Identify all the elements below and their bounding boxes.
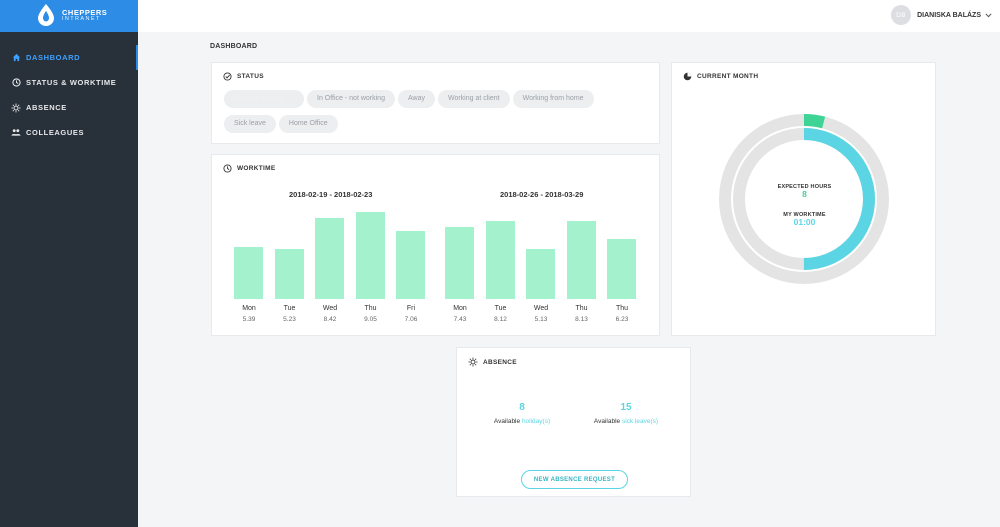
- worktime-bar: [607, 238, 636, 299]
- worktime-card: WORKTIME 2018-02-19 - 2018-02-23 2018-02…: [211, 154, 660, 336]
- worktime-bar: [355, 211, 385, 299]
- top-bar: DB DIANISKA BALÁZS: [138, 0, 1000, 32]
- sidebar: CHEPPERS INTRANET DASHBOARD STATUS & WOR…: [0, 0, 138, 527]
- status-option-home-office[interactable]: Home Office: [278, 115, 338, 133]
- current-month-title: CURRENT MONTH: [697, 73, 759, 80]
- home-icon: [11, 53, 21, 63]
- holiday-link[interactable]: holiday(s): [521, 418, 551, 425]
- expected-hours-label: EXPECTED HOURS: [777, 184, 832, 190]
- check-circle-icon: [223, 72, 232, 81]
- status-option-in-office-not-working[interactable]: In Office - not working: [307, 90, 395, 108]
- clock-icon: [223, 164, 232, 173]
- sick-leave-label: Available sick leave(s): [593, 418, 659, 425]
- chevron-down-icon[interactable]: [985, 12, 992, 18]
- sick-leave-link[interactable]: sick leave(s): [621, 418, 659, 425]
- sidebar-nav: DASHBOARD STATUS & WORKTIME ABSENCE COLL…: [0, 45, 138, 145]
- status-option-working-at-client[interactable]: Working at client: [437, 90, 510, 108]
- worktime-bar: [315, 217, 344, 299]
- bar-day-label: Tue: [283, 305, 296, 312]
- bar-hours-label: 8.12: [494, 316, 507, 323]
- my-worktime-label: MY WORKTIME: [783, 212, 826, 218]
- user-name[interactable]: DIANISKA BALÁZS: [917, 11, 981, 19]
- clock-icon: [11, 78, 21, 88]
- status-title: STATUS: [237, 73, 264, 80]
- sun-icon: [11, 103, 21, 113]
- bar-hours-label: 7.06: [404, 316, 418, 323]
- bar-hours-label: 5.13: [534, 316, 548, 323]
- sidebar-item-label: DASHBOARD: [26, 53, 81, 62]
- bar-hours-label: 5.23: [283, 316, 296, 323]
- bar-day-label: Tue: [494, 305, 507, 312]
- status-option-sick-leave[interactable]: Sick leave: [224, 115, 276, 133]
- status-options: Remote working In Office - not working Awa…: [224, 90, 644, 140]
- worktime-bar: [526, 249, 555, 299]
- worktime-title: WORKTIME: [237, 165, 276, 172]
- brand-sub: INTRANET: [62, 16, 101, 23]
- sidebar-item-dashboard[interactable]: DASHBOARD: [0, 45, 138, 70]
- sidebar-item-label: ABSENCE: [26, 103, 67, 112]
- sidebar-item-label: COLLEAGUES: [26, 128, 85, 137]
- worktime-bar: [485, 220, 515, 299]
- holiday-count: 8: [519, 402, 525, 413]
- bar-hours-label: 9.05: [364, 316, 377, 323]
- brand-logo[interactable]: CHEPPERS INTRANET: [0, 0, 138, 32]
- bar-day-label: Wed: [322, 305, 338, 312]
- sidebar-item-status-worktime[interactable]: STATUS & WORKTIME: [0, 70, 138, 95]
- sun-icon: [468, 357, 478, 367]
- bar-day-label: Thu: [615, 305, 629, 312]
- brand-name: CHEPPERS: [62, 8, 108, 18]
- status-option-remote-working[interactable]: Remote working: [224, 90, 304, 108]
- bar-day-label: Thu: [575, 305, 588, 312]
- bar-hours-label: 7.43: [453, 316, 467, 323]
- bar-hours-label: 8.42: [323, 316, 337, 323]
- outer-ring-progress: [719, 114, 889, 284]
- new-absence-request-button[interactable]: NEW ABSENCE REQUEST: [521, 470, 628, 489]
- absence-title: ABSENCE: [483, 358, 517, 366]
- bar-day-label: Thu: [364, 305, 377, 312]
- page-title: DASHBOARD: [210, 43, 258, 50]
- worktime-bar: [445, 227, 474, 299]
- holiday-label: Available holiday(s): [493, 418, 551, 425]
- week-range-label: 2018-02-26 - 2018-03-29: [500, 190, 584, 199]
- inner-ring-progress: [733, 128, 875, 270]
- bar-hours-label: 8.13: [575, 316, 588, 323]
- current-month-card: CURRENT MONTH EXPECTED HOURS 8 MY WORKTI…: [671, 62, 936, 336]
- sidebar-item-absence[interactable]: ABSENCE: [0, 95, 138, 120]
- people-icon: [11, 128, 21, 138]
- sidebar-item-label: STATUS & WORKTIME: [26, 78, 117, 87]
- month-donut-chart: [719, 114, 889, 284]
- week-range-label: 2018-02-19 - 2018-02-23: [289, 190, 373, 199]
- bar-day-label: Wed: [533, 305, 549, 312]
- bar-hours-label: 6.23: [615, 316, 629, 323]
- absence-card: ABSENCE 8 Available holiday(s) 15 Availa…: [456, 347, 691, 497]
- avatar[interactable]: DB: [891, 5, 912, 25]
- expected-hours-value: 8: [802, 189, 807, 199]
- worktime-bar: [566, 220, 596, 299]
- bar-day-label: Mon: [242, 305, 256, 312]
- bar-hours-label: 5.39: [242, 316, 256, 323]
- bar-day-label: Mon: [453, 305, 467, 312]
- user-menu[interactable]: DB DIANISKA BALÁZS: [891, 5, 992, 25]
- worktime-bar: [234, 246, 263, 299]
- status-option-away[interactable]: Away: [397, 90, 435, 108]
- bar-day-label: Fri: [406, 305, 416, 312]
- pie-chart-icon: [683, 72, 692, 81]
- sick-leave-count: 15: [620, 402, 632, 413]
- drop-logo-icon: [38, 4, 54, 26]
- my-worktime-value: 01:00: [793, 217, 816, 227]
- worktime-bar: [396, 230, 425, 299]
- sidebar-item-colleagues[interactable]: COLLEAGUES: [0, 120, 138, 145]
- status-card: STATUS Remote working In Office - not wor…: [211, 62, 660, 144]
- status-option-working-from-home[interactable]: Working from home: [512, 90, 594, 108]
- worktime-bar: [274, 248, 304, 299]
